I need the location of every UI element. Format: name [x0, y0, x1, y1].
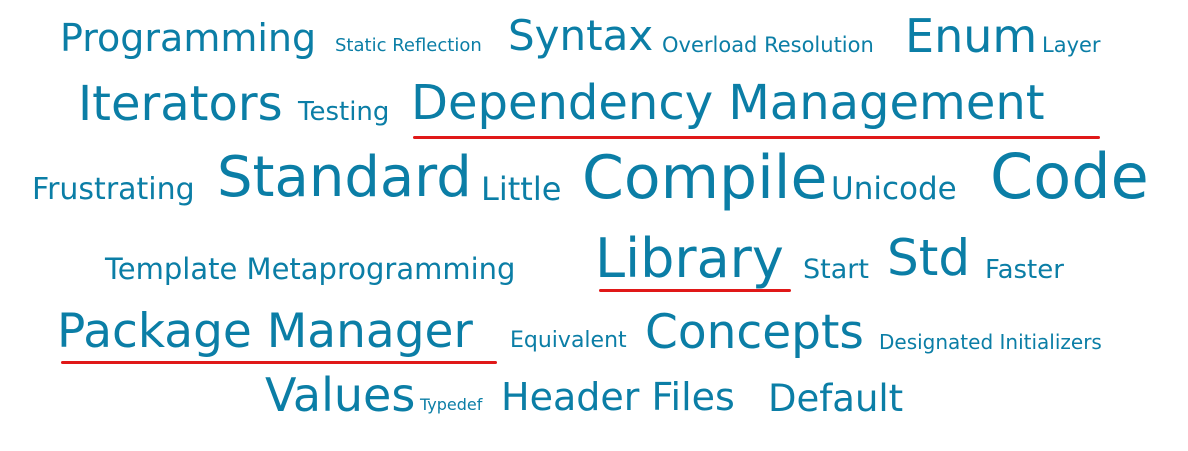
word-default: Default [768, 377, 904, 420]
word-values: Values [265, 368, 416, 422]
word-unicode: Unicode [831, 171, 957, 207]
word-designated-initializers: Designated Initializers [879, 330, 1102, 354]
word-equivalent: Equivalent [510, 328, 627, 353]
word-header-files: Header Files [501, 375, 735, 419]
word-library: Library [595, 227, 784, 290]
word-static-reflection: Static Reflection [335, 35, 482, 56]
word-little: Little [481, 170, 562, 208]
word-code: Code [990, 140, 1149, 213]
word-std: Std [887, 229, 971, 287]
underline-library [599, 289, 791, 292]
word-compile: Compile [582, 143, 828, 213]
word-overload-resolution: Overload Resolution [662, 33, 874, 57]
word-start: Start [803, 254, 869, 285]
word-dependency-management: Dependency Management [411, 75, 1045, 131]
word-concepts: Concepts [645, 305, 864, 360]
word-syntax: Syntax [508, 11, 654, 60]
word-typedef: Typedef [420, 395, 483, 414]
word-standard: Standard [217, 145, 472, 210]
word-testing: Testing [298, 97, 390, 127]
word-iterators: Iterators [78, 76, 283, 132]
word-layer: Layer [1042, 33, 1101, 57]
underline-dependency-management [413, 136, 1100, 139]
word-frustrating: Frustrating [32, 172, 195, 207]
word-package-manager: Package Manager [57, 304, 473, 359]
underline-package-manager [61, 361, 497, 364]
word-enum: Enum [905, 9, 1038, 63]
word-template-metaprogramming: Template Metaprogramming [105, 252, 516, 286]
word-programming: Programming [60, 16, 317, 60]
word-faster: Faster [985, 255, 1064, 285]
